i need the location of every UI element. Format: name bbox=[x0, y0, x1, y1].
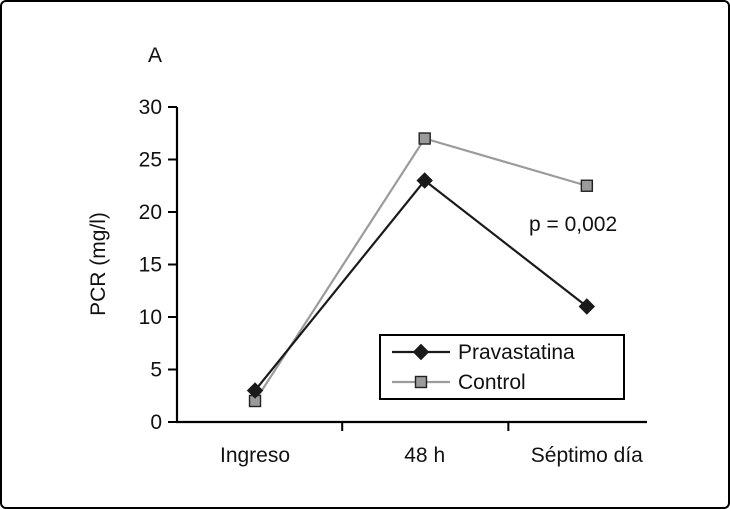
x-tick-label: Séptimo día bbox=[531, 444, 643, 467]
diamond-marker bbox=[412, 343, 430, 361]
diamond-marker bbox=[246, 382, 264, 399]
y-tick-label: 25 bbox=[139, 149, 162, 172]
x-tick-label: 48 h bbox=[404, 444, 445, 467]
legend-label: Pravastatina bbox=[458, 341, 575, 364]
y-tick-label: 30 bbox=[139, 96, 162, 119]
square-marker bbox=[414, 375, 428, 389]
y-tick-label: 10 bbox=[139, 306, 162, 329]
square-marker bbox=[580, 179, 594, 192]
x-tick-label: Ingreso bbox=[220, 444, 290, 467]
y-tick-label: 0 bbox=[150, 411, 162, 434]
p-value-annotation: p = 0,002 bbox=[529, 213, 618, 236]
panel-label: A bbox=[148, 44, 163, 67]
y-tick-label: 15 bbox=[139, 254, 162, 277]
y-tick-label: 20 bbox=[139, 201, 162, 224]
diamond-marker bbox=[578, 298, 596, 315]
y-tick-label: 5 bbox=[150, 359, 162, 382]
square-marker bbox=[418, 132, 431, 145]
diamond-marker bbox=[416, 172, 433, 189]
legend-label: Control bbox=[458, 371, 526, 394]
